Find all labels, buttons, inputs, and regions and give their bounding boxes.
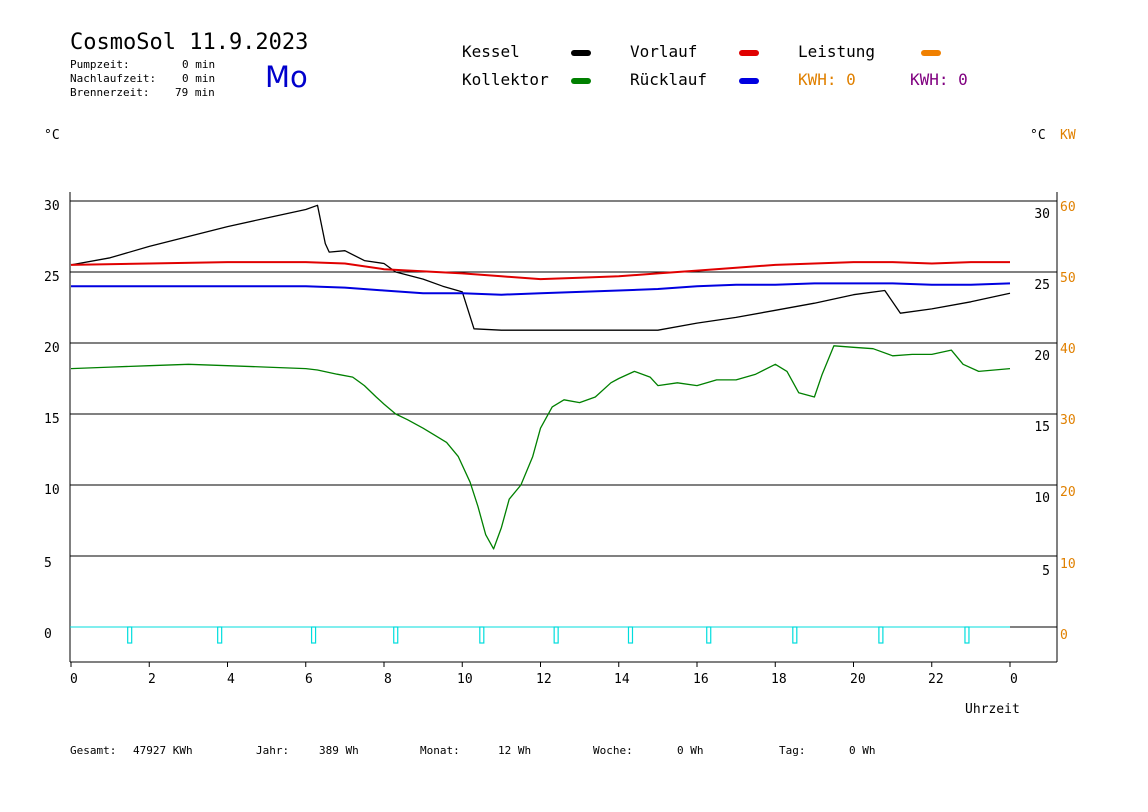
y-tick-right-20: 20 xyxy=(1034,349,1050,364)
y-tick-right-30: 30 xyxy=(1034,207,1050,222)
pump-marker-9 xyxy=(878,626,884,644)
series-line-0 xyxy=(70,204,1011,331)
pump-marker-8 xyxy=(792,626,798,644)
y-tick-kw-40: 40 xyxy=(1060,342,1076,357)
series-line-2 xyxy=(71,282,1011,296)
y-tick-right-5: 5 xyxy=(1042,564,1050,579)
y-tick-kw-60: 60 xyxy=(1060,200,1076,215)
x-tick-22: 22 xyxy=(928,672,944,687)
y-tick-right-15: 15 xyxy=(1034,420,1050,435)
footer-jahr-label: Jahr: xyxy=(256,744,290,757)
stat-pumpzeit-value: 0 min xyxy=(182,58,216,71)
x-tick-18: 18 xyxy=(771,672,787,687)
legend-vorlauf: Vorlauf xyxy=(630,42,698,61)
y-tick-left-5: 5 xyxy=(44,556,52,571)
series-line-3 xyxy=(70,345,1011,550)
footer-gesamt-label: Gesamt: xyxy=(70,744,117,757)
series-line-1 xyxy=(70,261,1010,281)
x-tick-24: 0 xyxy=(1010,672,1018,687)
pump-marker-0 xyxy=(127,626,133,644)
pump-marker-2 xyxy=(310,626,317,644)
x-tick-6: 6 xyxy=(305,672,313,687)
legend-kessel-swatch xyxy=(571,50,591,56)
right-axis-unit: °C xyxy=(1030,128,1046,143)
pump-marker-5 xyxy=(553,626,559,644)
legend-vorlauf-swatch xyxy=(739,50,759,56)
footer-tag-value: 0 Wh xyxy=(849,744,876,757)
x-tick-14: 14 xyxy=(614,672,630,687)
y-tick-kw-50: 50 xyxy=(1060,271,1076,286)
x-tick-20: 20 xyxy=(850,672,866,687)
footer-jahr-value: 389 Wh xyxy=(319,744,359,757)
day-name: Mo xyxy=(265,60,308,94)
y-tick-left-15: 15 xyxy=(44,412,60,427)
legend-kwh-2: KWH: 0 xyxy=(910,70,968,89)
y-tick-kw-30: 30 xyxy=(1060,413,1076,428)
footer-woche-label: Woche: xyxy=(593,744,633,757)
y-tick-left-25: 25 xyxy=(44,270,60,285)
y-tick-left-20: 20 xyxy=(44,341,60,356)
right-axis-unit-kw: KW xyxy=(1060,128,1076,143)
left-axis-unit: °C xyxy=(44,128,60,143)
x-tick-0: 0 xyxy=(70,672,78,687)
stat-brennerzeit-value: 79 min xyxy=(175,86,215,99)
pump-marker-3 xyxy=(393,626,399,644)
stat-pumpzeit-label: Pumpzeit: xyxy=(70,58,130,71)
x-tick-8: 8 xyxy=(384,672,392,687)
y-tick-right-10: 10 xyxy=(1034,491,1050,506)
y-tick-left-10: 10 xyxy=(44,483,60,498)
footer-tag-label: Tag: xyxy=(779,744,806,757)
legend-ruecklauf: Rücklauf xyxy=(630,70,708,89)
legend-kwh-1: KWH: 0 xyxy=(798,70,856,89)
pump-marker-6 xyxy=(627,626,634,644)
y-tick-kw-0: 0 xyxy=(1060,628,1068,643)
y-tick-left-0: 0 xyxy=(44,627,52,642)
y-tick-kw-10: 10 xyxy=(1060,557,1076,572)
pump-marker-1 xyxy=(217,626,223,644)
page-title: CosmoSol 11.9.2023 xyxy=(70,30,309,55)
legend-kessel: Kessel xyxy=(462,42,520,61)
x-tick-4: 4 xyxy=(227,672,235,687)
stat-nachlaufzeit-value: 0 min xyxy=(182,72,216,85)
legend-leistung-swatch xyxy=(921,50,941,56)
legend-kollektor-swatch xyxy=(571,78,591,84)
x-tick-2: 2 xyxy=(148,672,156,687)
y-tick-left-30: 30 xyxy=(44,199,60,214)
footer-gesamt-value: 47927 KWh xyxy=(133,744,193,757)
stat-nachlaufzeit-label: Nachlaufzeit: xyxy=(70,72,157,85)
footer-monat-label: Monat: xyxy=(420,744,460,757)
y-tick-kw-20: 20 xyxy=(1060,485,1076,500)
pump-marker-4 xyxy=(479,626,485,644)
pump-marker-7 xyxy=(706,626,712,644)
footer-woche-value: 0 Wh xyxy=(677,744,704,757)
x-tick-16: 16 xyxy=(693,672,709,687)
stat-brennerzeit-label: Brennerzeit: xyxy=(70,86,150,99)
x-tick-10: 10 xyxy=(457,672,473,687)
x-axis-label: Uhrzeit xyxy=(965,702,1020,717)
footer-monat-value: 12 Wh xyxy=(498,744,532,757)
y-tick-right-25: 25 xyxy=(1034,278,1050,293)
legend-ruecklauf-swatch xyxy=(739,78,759,84)
legend-kollektor: Kollektor xyxy=(462,70,549,89)
pump-marker-10 xyxy=(964,626,970,644)
x-tick-12: 12 xyxy=(536,672,552,687)
legend-leistung: Leistung xyxy=(798,42,876,61)
